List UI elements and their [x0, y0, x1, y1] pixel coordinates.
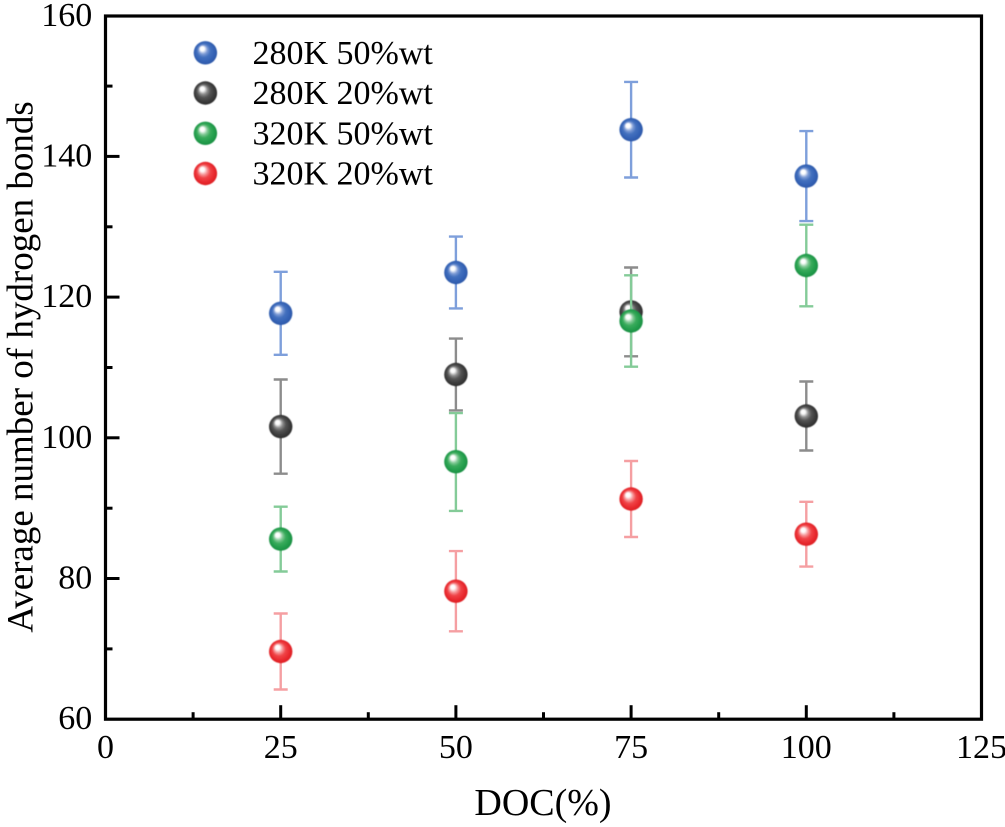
svg-text:DOC(%): DOC(%): [474, 782, 611, 824]
svg-text:100: 100: [41, 419, 92, 456]
svg-text:120: 120: [41, 278, 92, 315]
svg-text:100: 100: [781, 729, 832, 766]
svg-text:75: 75: [614, 729, 648, 766]
svg-text:280K 20%wt: 280K 20%wt: [253, 75, 434, 112]
svg-text:25: 25: [264, 729, 298, 766]
svg-text:Average number of hydrogen bon: Average number of hydrogen bonds: [1, 101, 42, 633]
svg-text:160: 160: [41, 0, 92, 34]
svg-text:60: 60: [58, 700, 92, 737]
svg-text:80: 80: [58, 560, 92, 597]
svg-text:140: 140: [41, 137, 92, 174]
svg-text:280K 50%wt: 280K 50%wt: [253, 35, 434, 72]
svg-text:0: 0: [97, 729, 114, 766]
svg-text:320K 50%wt: 320K 50%wt: [253, 115, 434, 152]
svg-text:125: 125: [956, 729, 1005, 766]
svg-text:50: 50: [439, 729, 473, 766]
svg-text:320K 20%wt: 320K 20%wt: [253, 156, 434, 193]
